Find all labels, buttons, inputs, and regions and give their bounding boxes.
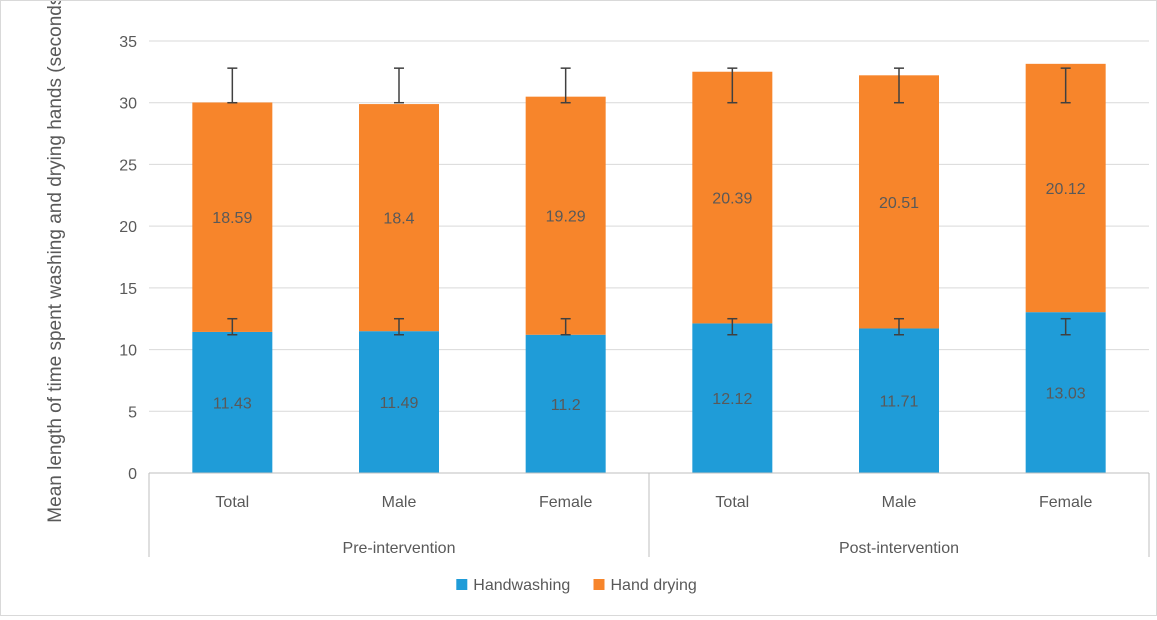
hand-drying-bar xyxy=(192,102,273,332)
y-axis-title: Mean length of time spent washing and dr… xyxy=(45,1,66,523)
hand-drying-bar xyxy=(1025,63,1106,313)
y-tick-label: 0 xyxy=(128,466,137,483)
handwashing-bar xyxy=(692,323,773,473)
y-tick-label: 30 xyxy=(119,96,137,113)
data-label: 11.49 xyxy=(380,395,419,412)
handwashing-bar xyxy=(359,331,439,473)
data-label: 19.29 xyxy=(546,209,586,226)
data-label: 13.03 xyxy=(1046,386,1086,403)
hand-drying-bar xyxy=(859,75,939,329)
x-tick-label: Male xyxy=(382,494,417,511)
data-label: 11.71 xyxy=(880,394,919,411)
y-tick-label: 10 xyxy=(119,343,137,360)
y-tick-label: 15 xyxy=(119,281,137,298)
y-tick-label: 35 xyxy=(119,34,137,51)
data-label: 20.51 xyxy=(879,195,919,212)
legend-label: Hand drying xyxy=(611,577,697,594)
data-label: 18.59 xyxy=(212,210,252,227)
group-label: Post-intervention xyxy=(839,540,959,557)
x-tick-label: Male xyxy=(882,494,917,511)
x-tick-label: Female xyxy=(1039,494,1092,511)
legend-swatch xyxy=(456,579,468,590)
x-tick-label: Total xyxy=(215,494,249,511)
data-label: 12.12 xyxy=(712,391,752,408)
group-label: Pre-intervention xyxy=(343,540,456,557)
hand-drying-bar xyxy=(692,71,773,324)
data-label: 20.12 xyxy=(1046,181,1086,198)
data-label: 18.4 xyxy=(383,211,414,228)
x-tick-label: Female xyxy=(539,494,592,511)
y-tick-label: 20 xyxy=(119,219,137,236)
handwashing-bar xyxy=(1025,312,1106,473)
x-tick-label: Total xyxy=(715,494,749,511)
handwashing-bar xyxy=(192,331,273,473)
hand-drying-bar xyxy=(525,96,606,335)
legend-swatch xyxy=(593,579,605,590)
data-label: 20.39 xyxy=(712,191,752,208)
data-label: 11.43 xyxy=(213,395,252,412)
hand-drying-bar xyxy=(359,104,439,332)
handwashing-bar xyxy=(525,334,606,473)
y-tick-label: 5 xyxy=(128,404,137,421)
legend-label: Handwashing xyxy=(473,577,570,594)
handwashing-bar xyxy=(859,328,939,473)
y-tick-label: 25 xyxy=(119,157,137,174)
data-label: 11.2 xyxy=(551,397,581,414)
